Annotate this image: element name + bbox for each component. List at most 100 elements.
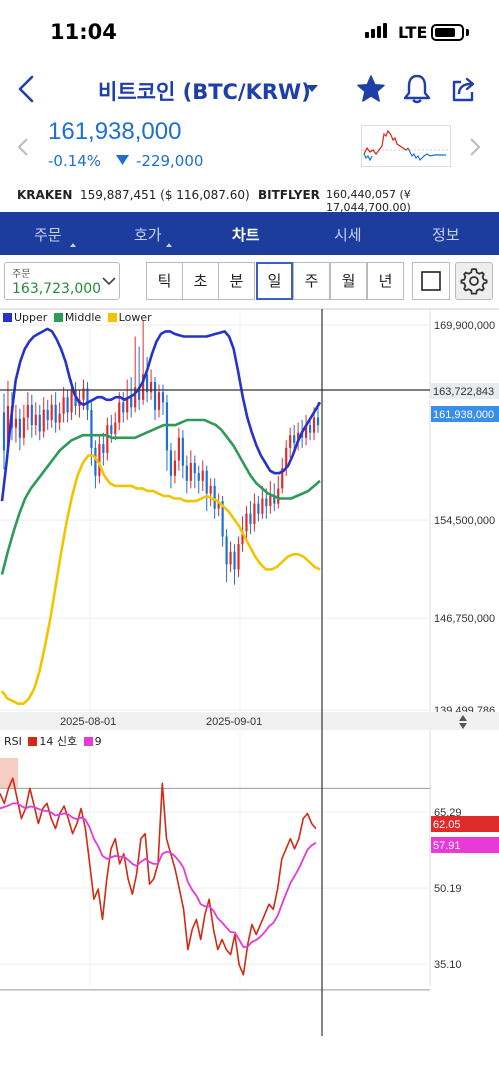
price-marker-box bbox=[431, 406, 499, 422]
candle-body bbox=[289, 435, 292, 448]
candle-body bbox=[30, 404, 33, 426]
candle-body bbox=[106, 425, 109, 453]
candle-body bbox=[157, 392, 161, 410]
bb-lower-line bbox=[0, 454, 321, 706]
candle-body bbox=[82, 388, 85, 400]
change-amount: -229,000 bbox=[136, 152, 204, 170]
rsi-legend: RSI 14 신호 9 bbox=[4, 733, 102, 749]
page-title[interactable]: 비트코인 (BTC/KRW) bbox=[98, 80, 311, 104]
legend-lower-swatch bbox=[107, 313, 117, 322]
candle-body bbox=[58, 413, 61, 423]
candle-body bbox=[205, 470, 208, 494]
candle-body bbox=[229, 551, 232, 565]
chevron-right-icon[interactable] bbox=[469, 137, 481, 157]
rsi-marker-label: 57.91 bbox=[433, 840, 461, 852]
rsi-tick-label: 65.29 bbox=[434, 807, 462, 819]
period-week[interactable]: 주 bbox=[293, 262, 330, 300]
tab-chart[interactable]: 차트 bbox=[232, 226, 260, 244]
bell-icon[interactable] bbox=[402, 73, 432, 105]
share-icon[interactable] bbox=[449, 74, 479, 104]
candle-body bbox=[308, 425, 312, 433]
period-minute[interactable]: 분 bbox=[218, 262, 255, 300]
candle-body bbox=[2, 412, 6, 451]
period-month[interactable]: 월 bbox=[330, 262, 367, 300]
rsi-marker-box bbox=[431, 816, 499, 832]
price-chart[interactable]: 163,722,843 161,938,000 169,900,000 154,50… bbox=[0, 308, 499, 1040]
bb-legend: Upper Middle Lower bbox=[3, 311, 152, 324]
candle-body bbox=[161, 392, 165, 403]
candle-body bbox=[269, 496, 272, 507]
candle-body bbox=[169, 450, 173, 476]
candle-body bbox=[285, 447, 288, 469]
candle-body bbox=[34, 414, 37, 426]
candle-body bbox=[94, 447, 97, 476]
period-second[interactable]: 초 bbox=[182, 262, 219, 300]
candle-body bbox=[281, 468, 284, 489]
sparkline[interactable] bbox=[361, 125, 451, 167]
candle-body bbox=[114, 422, 117, 434]
gear-icon bbox=[460, 268, 488, 295]
legend-signal: 신호 bbox=[56, 735, 78, 748]
tab-info[interactable]: 정보 bbox=[432, 226, 460, 244]
candle-body bbox=[130, 397, 133, 408]
chevron-left-icon[interactable] bbox=[17, 137, 29, 157]
tab-quotes[interactable]: 시세 bbox=[334, 226, 362, 244]
change-percent: -0.14% bbox=[48, 152, 102, 170]
dropdown-caret-icon[interactable] bbox=[305, 84, 319, 94]
bb-middle-line bbox=[0, 418, 321, 575]
order-price-select[interactable]: 주문 163,723,000 bbox=[4, 262, 120, 300]
rsi-signal-line bbox=[0, 802, 317, 948]
date-tick-labels: 2025-08-01 2025-09-01 bbox=[60, 716, 262, 728]
legend-upper-swatch bbox=[3, 313, 12, 322]
legend-rsi-swatch bbox=[28, 737, 38, 746]
chart-background bbox=[0, 308, 499, 1040]
settings-button[interactable] bbox=[455, 262, 493, 300]
period-tick[interactable]: 틱 bbox=[146, 262, 183, 300]
price-tick-label: 169,900,000 bbox=[434, 320, 495, 332]
battery-icon bbox=[431, 24, 464, 41]
candle-body bbox=[138, 387, 141, 400]
candle-body bbox=[245, 513, 248, 532]
date-tick-label: 2025-08-01 bbox=[60, 716, 116, 728]
candle-body bbox=[50, 404, 53, 421]
square-icon bbox=[421, 271, 441, 291]
price-markers: 163,722,843 161,938,000 bbox=[431, 383, 499, 422]
candle-body bbox=[22, 417, 25, 438]
candle-body bbox=[217, 501, 220, 509]
signal-icon bbox=[365, 22, 393, 40]
candle-body bbox=[86, 388, 89, 410]
tab-order[interactable]: 주문 bbox=[34, 226, 62, 244]
candle-body bbox=[213, 485, 216, 509]
period-day[interactable]: 일 bbox=[256, 262, 293, 300]
price-tick-label: 146,750,000 bbox=[434, 613, 495, 625]
tab-order-indicator bbox=[70, 243, 76, 247]
price-marker-label: 163,722,843 bbox=[433, 386, 494, 398]
fullscreen-button[interactable] bbox=[412, 262, 450, 300]
candle-body bbox=[257, 503, 260, 514]
bollinger-bands bbox=[0, 327, 322, 706]
chevron-down-icon bbox=[102, 277, 116, 286]
candle-body bbox=[249, 513, 252, 524]
sort-arrows-icon[interactable] bbox=[459, 715, 467, 729]
battery-tip bbox=[466, 29, 469, 36]
candle-body bbox=[265, 498, 268, 507]
candle-body bbox=[261, 498, 264, 514]
candle-body bbox=[189, 463, 192, 481]
candle-body bbox=[149, 382, 153, 393]
tab-orderbook-indicator bbox=[166, 243, 172, 247]
tab-orderbook[interactable]: 호가 bbox=[134, 226, 162, 244]
candle-body bbox=[42, 409, 45, 432]
candle-body bbox=[301, 432, 304, 438]
star-icon[interactable] bbox=[356, 74, 386, 104]
legend-rsi-period: 14 bbox=[39, 735, 54, 748]
period-year[interactable]: 년 bbox=[367, 262, 404, 300]
rsi-tick-label: 50.19 bbox=[434, 883, 462, 895]
candle-body bbox=[304, 425, 308, 438]
legend-rsi: RSI bbox=[4, 735, 22, 748]
candle-body bbox=[70, 389, 73, 413]
candle-body bbox=[18, 418, 21, 438]
candle-body bbox=[233, 551, 236, 570]
candle-body bbox=[14, 418, 18, 428]
price-marker-box bbox=[431, 383, 499, 399]
back-chevron-icon[interactable] bbox=[16, 74, 36, 104]
